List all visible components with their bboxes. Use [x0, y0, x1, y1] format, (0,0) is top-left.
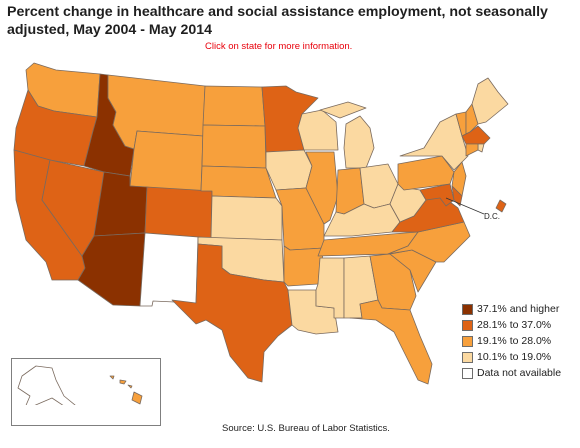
- legend-label: 10.1% to 19.0%: [477, 351, 552, 363]
- state-nh[interactable]: [465, 103, 479, 135]
- alaska-hawaii-inset: [11, 358, 161, 426]
- state-wi[interactable]: [297, 109, 339, 151]
- dc-label: D.C.: [484, 212, 500, 221]
- legend-item: 37.1% and higher: [462, 301, 561, 317]
- legend-item: 19.1% to 28.0%: [462, 333, 561, 349]
- state-de[interactable]: [451, 185, 463, 207]
- map-title: Percent change in healthcare and social …: [7, 4, 548, 38]
- legend-swatch: [462, 335, 473, 347]
- map-legend: 37.1% and higher 28.1% to 37.0% 19.1% to…: [462, 301, 561, 381]
- state-me[interactable]: [471, 77, 509, 125]
- legend-label: 28.1% to 37.0%: [477, 319, 552, 331]
- state-ny[interactable]: [399, 113, 469, 171]
- us-states-map: [13, 62, 509, 405]
- legend-swatch: [462, 351, 473, 363]
- state-nd[interactable]: [202, 85, 266, 127]
- state-nm[interactable]: [139, 232, 199, 307]
- state-dc[interactable]: [495, 199, 507, 213]
- legend-label: 19.1% to 28.0%: [477, 335, 552, 347]
- legend-item: 28.1% to 37.0%: [462, 317, 561, 333]
- state-nc[interactable]: [387, 221, 471, 263]
- state-wy[interactable]: [129, 130, 204, 192]
- dc-leader-line: [445, 197, 485, 215]
- state-md[interactable]: [419, 183, 455, 207]
- state-ct[interactable]: [465, 143, 479, 157]
- state-hi-group[interactable]: [109, 375, 143, 405]
- state-hi[interactable]: [109, 375, 143, 405]
- legend-swatch: [462, 319, 473, 331]
- legend-item: Data not available: [462, 365, 561, 381]
- state-il[interactable]: [305, 151, 339, 225]
- state-nj[interactable]: [451, 161, 467, 197]
- source-note: Source: U.S. Bureau of Labor Statistics.: [222, 423, 390, 434]
- state-ne[interactable]: [200, 165, 277, 199]
- state-ia[interactable]: [265, 149, 313, 191]
- state-mi[interactable]: [319, 101, 375, 169]
- legend-swatch: [462, 367, 473, 379]
- legend-swatch: [462, 303, 473, 315]
- instruction-text: Click on state for more information.: [205, 41, 353, 52]
- state-ky[interactable]: [323, 203, 401, 237]
- state-sd[interactable]: [201, 124, 267, 169]
- legend-label: Data not available: [477, 367, 562, 379]
- state-ak[interactable]: [17, 365, 86, 405]
- state-ri[interactable]: [477, 143, 485, 153]
- legend-label: 37.1% and higher: [477, 303, 560, 315]
- state-ks[interactable]: [210, 195, 283, 241]
- legend-item: 10.1% to 19.0%: [462, 349, 561, 365]
- state-co[interactable]: [144, 186, 213, 239]
- state-tx[interactable]: [171, 243, 293, 383]
- state-fl[interactable]: [349, 299, 433, 385]
